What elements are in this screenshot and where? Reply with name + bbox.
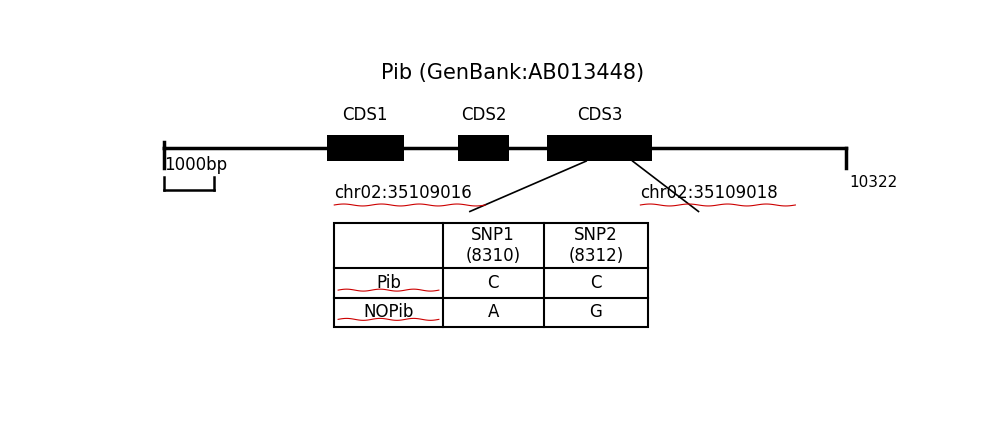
Bar [334, 223, 648, 327]
Text: chr02:35109018: chr02:35109018 [640, 184, 778, 202]
Text: CDS2: CDS2 [461, 106, 506, 124]
Text: 1000bp: 1000bp [164, 156, 227, 174]
Text: NOPib: NOPib [363, 303, 414, 321]
Text: SNP1
(8310): SNP1 (8310) [466, 226, 521, 265]
Text: Pib (GenBank:AB013448): Pib (GenBank:AB013448) [381, 63, 644, 84]
Text: C: C [590, 274, 602, 292]
Bar [547, 135, 652, 161]
Text: CDS1: CDS1 [342, 106, 388, 124]
Text: A: A [487, 303, 499, 321]
Text: chr02:35109016: chr02:35109016 [334, 184, 472, 202]
Text: Pib: Pib [376, 274, 401, 292]
Text: SNP2
(8312): SNP2 (8312) [568, 226, 623, 265]
Bar [458, 135, 509, 161]
Text: CDS3: CDS3 [577, 106, 622, 124]
Text: C: C [487, 274, 499, 292]
Text: G: G [589, 303, 602, 321]
Bar [326, 135, 404, 161]
Text: 10322: 10322 [850, 175, 898, 190]
